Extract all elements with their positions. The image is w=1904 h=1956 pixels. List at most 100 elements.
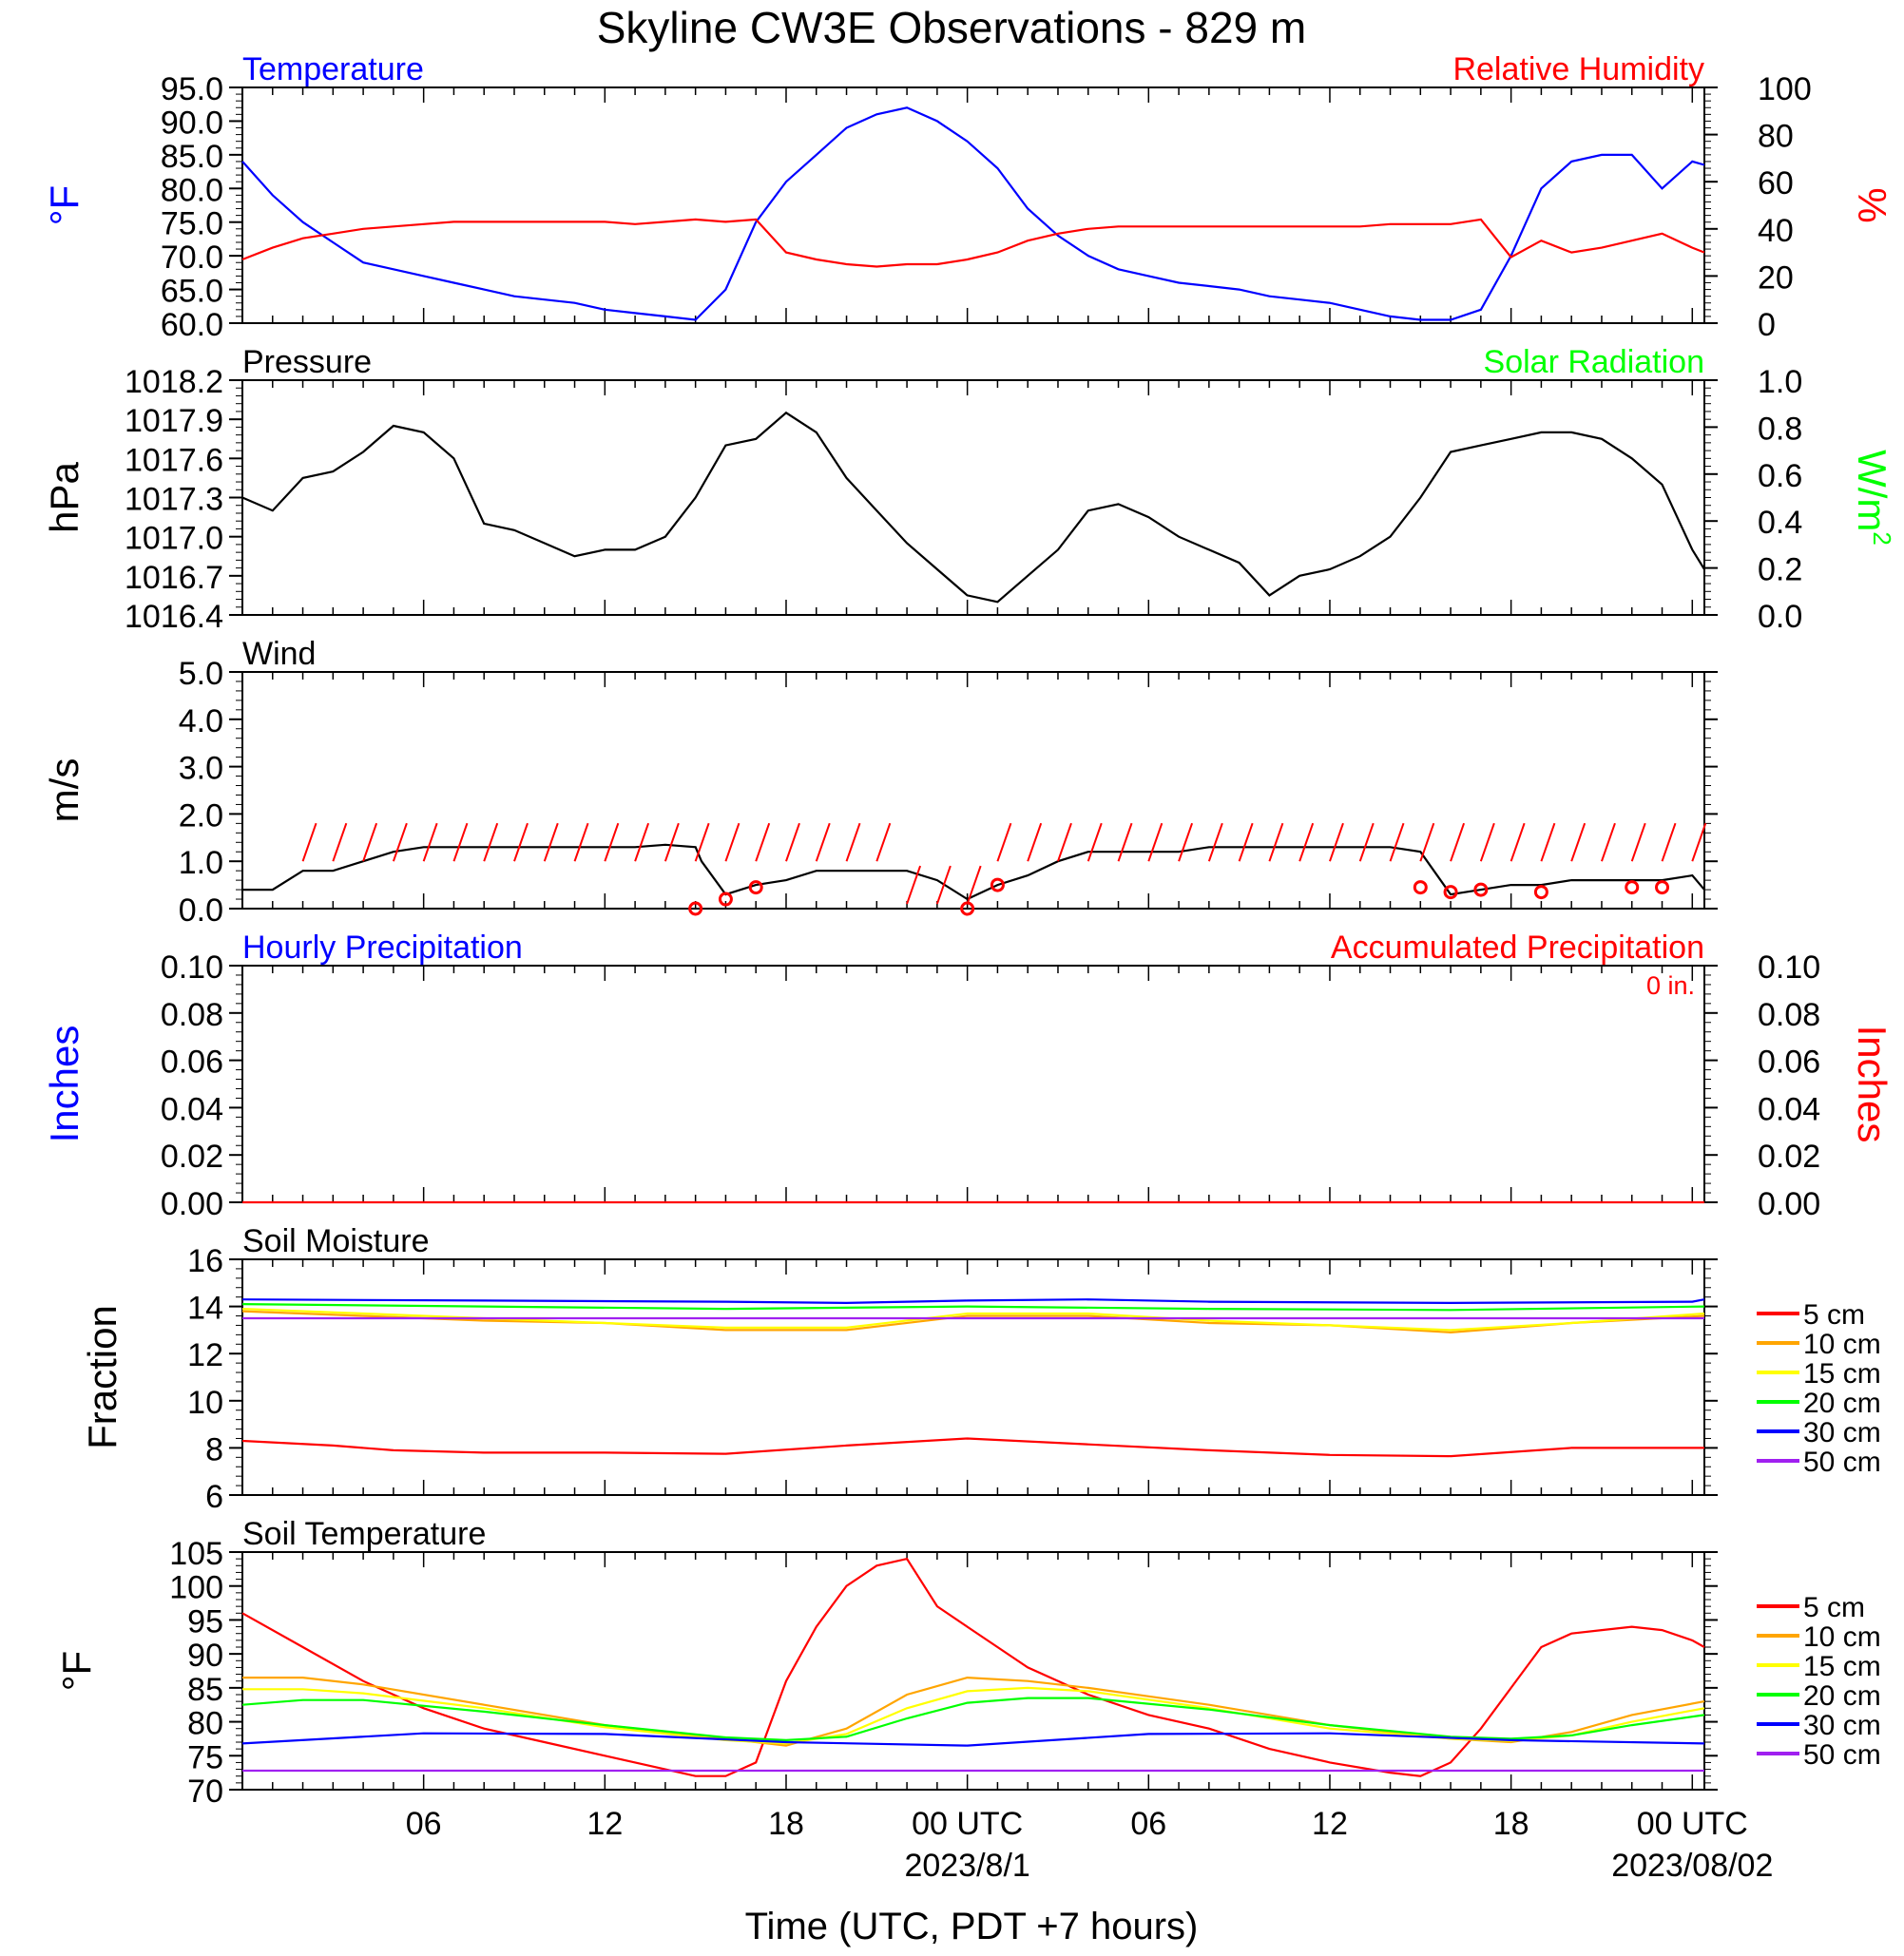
y-tick-label-right: 0.10 (1758, 949, 1820, 986)
legend-entry: 30 cm (1803, 1417, 1881, 1448)
wind-barb (966, 865, 982, 905)
y-axis-label-superscript: 2 (1868, 531, 1896, 545)
wind-barb (845, 822, 861, 862)
y-tick-label-left: 1017.9 (125, 403, 223, 439)
y-tick-label-left: 0.10 (161, 949, 223, 986)
y-tick-label-right: 0.08 (1758, 997, 1820, 1033)
y-tick-label-left: 6 (205, 1479, 223, 1515)
y-tick-label-right: 0.0 (1758, 599, 1802, 635)
wind-barb (1479, 822, 1495, 862)
calm-wind-marker (1625, 880, 1640, 895)
y-tick-label-left: 5.0 (179, 656, 223, 692)
y-tick-label-right: 0.00 (1758, 1186, 1820, 1222)
panel-4: 0.00 0.02 0.04 0.06 0.08 0.10 0.00 0.02 0.04 0.06… (42, 930, 1894, 1222)
wind-barb (392, 822, 408, 862)
y-tick-label-left: 60.0 (161, 307, 223, 343)
y-tick-label-right: 0.2 (1758, 552, 1802, 588)
y-tick-label-left: 85.0 (161, 139, 223, 175)
y-tick-label-right: 0.02 (1758, 1139, 1820, 1175)
calm-wind-marker (990, 877, 1005, 892)
wind-barb (1329, 822, 1344, 862)
wind-barb (935, 865, 952, 905)
series-line-10-cm (242, 1676, 1705, 1747)
legend-entry: 5 cm (1803, 1299, 1865, 1331)
legend-entry: 10 cm (1803, 1329, 1881, 1360)
wind-barb (694, 822, 710, 862)
y-tick-label-left: 85 (187, 1672, 223, 1708)
wind-barb (1358, 822, 1375, 862)
y-tick-label-right: 0.8 (1758, 411, 1802, 447)
y-tick-label-right: 0 (1758, 307, 1776, 343)
wind-barb (604, 822, 620, 862)
plot-frame (241, 86, 1705, 324)
panel-3: 0.0 1.0 2.0 3.0 4.0 5.0 Wind m/s (42, 636, 1718, 929)
y-tick-label-left: 80 (187, 1706, 223, 1742)
series-line-5-cm (241, 1437, 1704, 1458)
y-tick-label-left: 1016.7 (125, 560, 223, 596)
wind-barb (1450, 822, 1466, 862)
y-tick-label-left: 95.0 (161, 71, 223, 107)
y-tick-label-right: 0.6 (1758, 458, 1802, 494)
plot-frame (241, 1551, 1705, 1791)
y-axis-label-right: % (1850, 187, 1894, 222)
figure-title: Skyline CW3E Observations - 829 m (597, 3, 1307, 52)
legend-entry: 10 cm (1803, 1621, 1881, 1653)
y-tick-label-right: 40 (1758, 213, 1794, 249)
x-date-label: 2023/8/1 (904, 1848, 1029, 1884)
series-line-20-cm (241, 1697, 1705, 1742)
y-tick-label-left: 2.0 (179, 797, 223, 834)
y-tick-label-left: 105 (169, 1536, 223, 1572)
wind-barb (634, 822, 650, 862)
y-tick-label-left: 1017.0 (125, 521, 223, 557)
wind-barb (362, 822, 378, 862)
wind-barb (422, 822, 438, 862)
wind-barb (906, 865, 922, 905)
series-line-30-cm (241, 1298, 1705, 1305)
y-tick-label-left: 100 (169, 1570, 223, 1606)
wind-barb (452, 822, 469, 862)
y-tick-label-left: 70.0 (161, 240, 223, 276)
series-line-wind (242, 843, 1705, 901)
wind-barb (724, 822, 740, 862)
wind-barb (1691, 822, 1707, 862)
y-axis-label-left: m/s (42, 758, 87, 823)
plot-frame (241, 379, 1705, 616)
calm-wind-marker (1655, 880, 1670, 895)
panel-title-right: Solar Radiation (1484, 344, 1704, 380)
series-line-pressure (241, 411, 1705, 604)
calm-wind-marker (748, 880, 763, 895)
x-tick-label: 12 (587, 1806, 623, 1842)
y-tick-label-left: 1017.3 (125, 482, 223, 518)
calm-wind-marker (960, 901, 975, 916)
y-tick-label-left: 80.0 (161, 172, 223, 208)
x-tick-label: 00 UTC (1637, 1806, 1748, 1842)
panel-title-right: Relative Humidity (1452, 51, 1704, 87)
y-tick-label-left: 16 (187, 1243, 223, 1279)
wind-barb (755, 822, 771, 862)
y-tick-label-right: 60 (1758, 165, 1794, 201)
y-tick-label-right: 1.0 (1758, 364, 1802, 400)
legend-entry: 15 cm (1803, 1358, 1881, 1390)
wind-barb (1601, 822, 1616, 862)
y-tick-label-left: 1016.4 (125, 599, 223, 635)
y-axis-label-left: Fraction (80, 1305, 125, 1449)
panel-title-left: Pressure (242, 344, 372, 380)
y-tick-label-left: 1017.6 (125, 442, 223, 478)
panel-title-left: Temperature (242, 51, 424, 87)
wind-barb (1540, 822, 1556, 862)
x-tick-label: 18 (768, 1806, 804, 1842)
calm-wind-marker (1473, 882, 1489, 897)
y-tick-label-left: 65.0 (161, 274, 223, 310)
plot-frame (241, 1258, 1705, 1496)
y-tick-label-left: 0.00 (161, 1186, 223, 1222)
y-axis-label-right: Inches (1850, 1026, 1894, 1143)
y-tick-label-right: 0.06 (1758, 1045, 1820, 1081)
x-tick-label: 06 (406, 1806, 442, 1842)
wind-barb (1298, 822, 1315, 862)
wind-barb (1630, 822, 1646, 862)
wind-barb (785, 822, 800, 862)
y-tick-label-right: 100 (1758, 71, 1812, 107)
y-tick-label-left: 0.02 (161, 1139, 223, 1175)
legend-entry: 50 cm (1803, 1447, 1881, 1478)
